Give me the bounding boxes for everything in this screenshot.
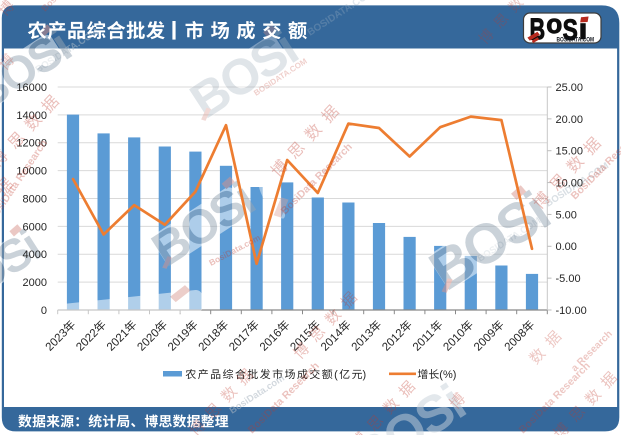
svg-text:10000: 10000: [16, 166, 47, 178]
svg-text:(%): (%): [439, 369, 456, 381]
svg-text:6000: 6000: [23, 221, 47, 233]
svg-text:14000: 14000: [16, 110, 47, 122]
svg-text:(: (: [334, 369, 338, 381]
svg-text:5.00: 5.00: [556, 209, 577, 221]
svg-text:15.00: 15.00: [556, 146, 584, 158]
svg-text:): ): [363, 369, 367, 381]
svg-text:0: 0: [41, 305, 47, 317]
svg-text:-10.00: -10.00: [556, 305, 587, 317]
svg-text:4000: 4000: [23, 249, 47, 261]
svg-text:20.00: 20.00: [556, 114, 584, 126]
svg-text:12000: 12000: [16, 138, 47, 150]
svg-text:-5.00: -5.00: [556, 273, 581, 285]
svg-text:0.00: 0.00: [556, 241, 577, 253]
svg-text:S: S: [563, 15, 578, 46]
svg-text:BOSIDATA.COM: BOSIDATA.COM: [557, 37, 595, 44]
svg-text:o: o: [546, 8, 562, 38]
svg-text:8000: 8000: [23, 193, 47, 205]
svg-text:25.00: 25.00: [556, 82, 584, 94]
svg-text:16000: 16000: [16, 82, 47, 94]
svg-text:2000: 2000: [23, 277, 47, 289]
